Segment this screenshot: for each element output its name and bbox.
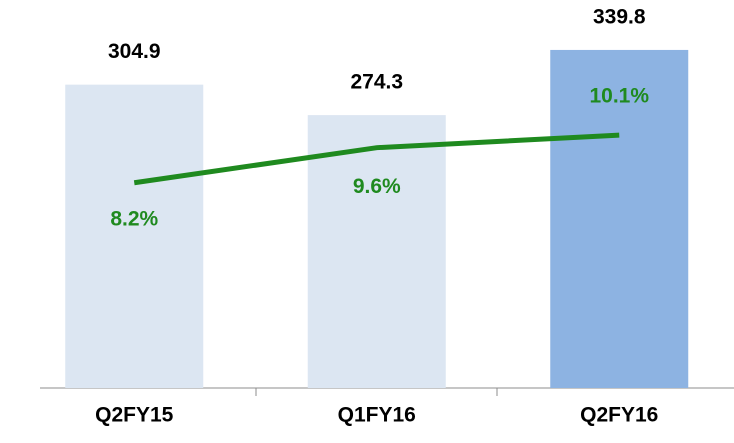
line-value-label: 8.2% <box>110 207 158 230</box>
bar <box>65 84 204 389</box>
line <box>133 132 620 186</box>
bar <box>307 115 446 389</box>
line-value-label: 9.6% <box>353 175 401 198</box>
x-tick-label: Q2FY15 <box>95 404 174 427</box>
x-tick-label: Q2FY16 <box>580 404 658 427</box>
bar-value-label: 304.9 <box>108 40 161 63</box>
bar-value-label: 339.8 <box>593 5 646 28</box>
bar-value-label: 274.3 <box>350 71 403 94</box>
line-value-label: 10.1% <box>589 85 649 108</box>
bar <box>550 49 689 388</box>
x-tick-label: Q1FY16 <box>338 404 416 427</box>
